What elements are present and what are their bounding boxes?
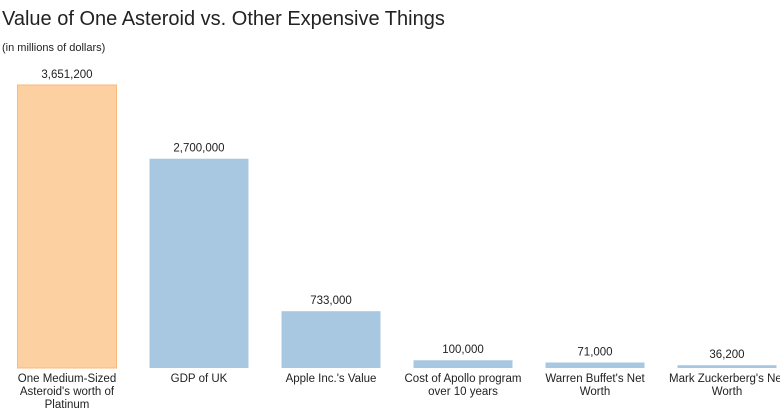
bar bbox=[413, 360, 513, 368]
x-tick-label: GDP of UK bbox=[170, 373, 228, 385]
chart-title: Value of One Asteroid vs. Other Expensiv… bbox=[2, 8, 445, 30]
value-label: 100,000 bbox=[442, 344, 484, 356]
value-label: 3,651,200 bbox=[41, 69, 92, 81]
bar bbox=[545, 362, 645, 368]
bar bbox=[281, 311, 381, 368]
bar bbox=[677, 365, 777, 368]
x-tick-label: Mark Zuckerberg's Net Worth bbox=[669, 373, 780, 398]
x-tick-label: Cost of Apollo program over 10 years bbox=[404, 373, 522, 398]
x-tick-label: Warren Buffet's Net Worth bbox=[545, 373, 645, 398]
bar bbox=[17, 84, 117, 369]
x-tick-label: One Medium-Sized Asteroid's worth of Pla… bbox=[17, 373, 117, 411]
value-label: 36,200 bbox=[709, 349, 744, 361]
chart-subtitle: (in millions of dollars) bbox=[2, 42, 106, 54]
value-label: 2,700,000 bbox=[173, 143, 224, 155]
value-label: 71,000 bbox=[577, 346, 612, 358]
value-label: 733,000 bbox=[310, 295, 352, 307]
bar bbox=[149, 158, 249, 368]
x-tick-label: Apple Inc.'s Value bbox=[285, 373, 377, 385]
